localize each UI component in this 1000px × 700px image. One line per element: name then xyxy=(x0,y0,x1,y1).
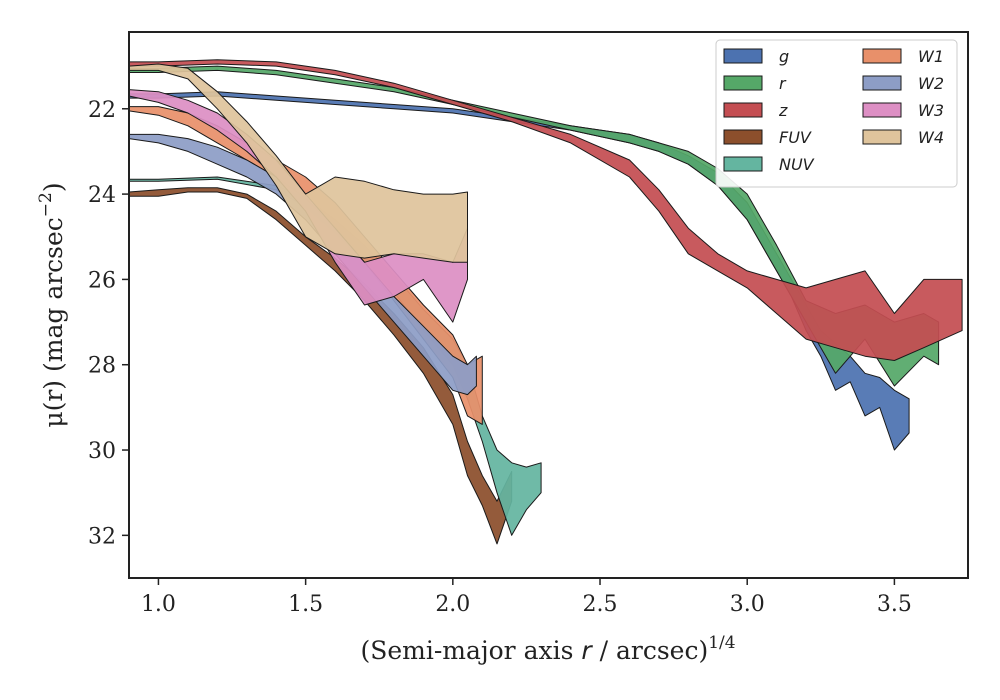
legend-label-w4: W4 xyxy=(918,128,944,147)
y-tick-label: 28 xyxy=(88,354,116,379)
x-axis-label-tail: / arcsec) xyxy=(592,636,709,665)
x-tick-label: 1.5 xyxy=(288,592,323,617)
series-band-z xyxy=(129,59,963,361)
legend-swatch-r xyxy=(723,75,763,91)
x-axis-label-sup: 1/4 xyxy=(708,633,735,653)
x-tick-label: 1.0 xyxy=(141,592,176,617)
plot-frame xyxy=(128,31,969,579)
y-tick-label: 30 xyxy=(88,439,116,464)
y-tick-label: 26 xyxy=(88,268,116,293)
x-tick-label: 3.5 xyxy=(877,592,912,617)
legend-swatch-w1 xyxy=(862,48,902,64)
legend-label-w2: W2 xyxy=(918,74,944,93)
legend-label-g: g xyxy=(779,47,789,66)
legend-swatch-w2 xyxy=(862,75,902,91)
y-axis: 22 24 26 28 30 32 xyxy=(88,98,129,549)
y-tick-label: 22 xyxy=(88,98,116,123)
x-axis-label-main: (Semi-major axis xyxy=(360,636,581,665)
legend-swatch-nuv xyxy=(723,156,763,172)
y-axis-label-close: ) xyxy=(39,182,68,192)
legend-label-r: r xyxy=(779,74,787,93)
legend-label-w1: W1 xyxy=(918,47,944,66)
legend-swatch-w4 xyxy=(862,129,902,145)
legend-label-fuv: FUV xyxy=(779,128,812,147)
series-layer xyxy=(129,59,963,545)
legend-swatch-z xyxy=(723,102,763,118)
x-tick-label: 3.0 xyxy=(730,592,765,617)
legend-swatch-fuv xyxy=(723,129,763,145)
legend: grz FUV NUV W1 W2 W3 W4 xyxy=(715,39,958,188)
y-tick-label: 32 xyxy=(88,524,116,549)
y-axis-label: μ(r) (mag arcsec−2) xyxy=(36,182,68,427)
legend-label-z: z xyxy=(778,101,788,120)
x-tick-label: 2.5 xyxy=(583,592,618,617)
y-axis-label-main: μ(r) (mag arcsec xyxy=(39,217,68,427)
x-axis-label: (Semi-major axis r / arcsec)1/4 xyxy=(360,633,735,665)
x-tick-label: 2.0 xyxy=(435,592,470,617)
legend-label-w3: W3 xyxy=(918,101,944,120)
x-axis: 1.0 1.5 2.0 2.5 3.0 3.5 xyxy=(141,578,912,617)
legend-label-nuv: NUV xyxy=(779,155,815,174)
y-tick-label: 24 xyxy=(88,183,116,208)
legend-swatch-w3 xyxy=(862,102,902,118)
legend-swatch-g xyxy=(723,48,763,64)
series-band-w4 xyxy=(129,63,468,263)
y-axis-label-sup: −2 xyxy=(36,192,56,217)
x-axis-label-var: r xyxy=(581,636,593,665)
